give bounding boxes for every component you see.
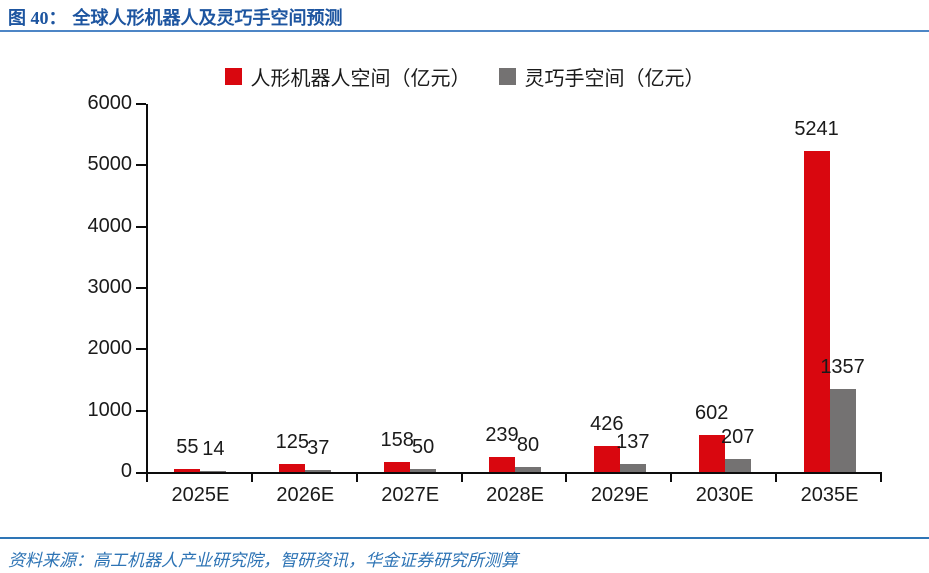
title-divider bbox=[0, 30, 929, 32]
chart-legend: 人形机器人空间（亿元） 灵巧手空间（亿元） bbox=[0, 62, 929, 91]
x-axis-category-label: 2026E bbox=[276, 484, 335, 506]
y-axis-tick-label: 4000 bbox=[87, 214, 133, 237]
y-axis-tick bbox=[136, 472, 146, 474]
bar-data-label: 14 bbox=[202, 438, 225, 460]
y-axis-tick-label: 5000 bbox=[87, 153, 133, 176]
bar-data-label: 426 bbox=[590, 412, 624, 435]
bar-data-label: 602 bbox=[695, 402, 729, 425]
bar-dexterous-hand bbox=[829, 388, 856, 472]
y-axis-tick bbox=[136, 103, 146, 105]
x-axis-category-label: 2027E bbox=[381, 484, 440, 506]
bar-data-label: 239 bbox=[485, 424, 519, 447]
bar-dexterous-hand bbox=[410, 468, 437, 472]
bar-dexterous-hand bbox=[515, 467, 541, 472]
x-axis-category-label: 2030E bbox=[695, 484, 754, 506]
bar-data-label: 158 bbox=[380, 429, 414, 452]
y-axis-tick-label: 1000 bbox=[87, 398, 133, 421]
figure-title: 全球人形机器人及灵巧手空间预测 bbox=[72, 8, 343, 28]
bar-humanoid-robot bbox=[489, 457, 515, 472]
bar-data-label: 5241 bbox=[794, 117, 839, 140]
x-axis-tick bbox=[775, 474, 778, 482]
y-axis-tick bbox=[136, 348, 146, 351]
bar-dexterous-hand bbox=[724, 459, 751, 472]
bar-data-label: 1357 bbox=[820, 355, 865, 378]
x-axis-category-label: 2025E bbox=[171, 484, 230, 506]
bar-humanoid-robot bbox=[279, 464, 306, 472]
x-axis-tick bbox=[355, 474, 358, 482]
figure-number-label: 图 40： bbox=[8, 8, 67, 28]
x-axis-tick bbox=[565, 474, 568, 482]
bar-data-label: 207 bbox=[721, 426, 755, 449]
x-axis-category-label: 2028E bbox=[486, 484, 544, 506]
figure-header: 图 40： 全球人形机器人及灵巧手空间预测 bbox=[8, 4, 343, 30]
legend-swatch-icon bbox=[498, 68, 516, 85]
legend-item-series-2: 灵巧手空间（亿元） bbox=[498, 62, 705, 91]
bar-data-label: 80 bbox=[516, 434, 540, 457]
legend-label: 人形机器人空间（亿元） bbox=[250, 68, 471, 90]
legend-label: 灵巧手空间（亿元） bbox=[524, 68, 705, 90]
bar-data-label: 37 bbox=[307, 436, 330, 459]
bar-data-label: 55 bbox=[176, 435, 199, 458]
y-axis-tick-label: 3000 bbox=[87, 276, 133, 298]
x-axis-tick bbox=[460, 474, 463, 482]
bar-humanoid-robot bbox=[698, 435, 725, 472]
bar-humanoid-robot bbox=[593, 445, 620, 472]
x-axis-tick bbox=[880, 474, 882, 482]
y-axis-tick-label: 2000 bbox=[87, 337, 133, 360]
bar-data-label: 125 bbox=[275, 431, 309, 454]
y-axis-tick bbox=[136, 225, 146, 228]
y-axis-tick bbox=[136, 409, 146, 412]
y-axis-tick-label: 6000 bbox=[87, 92, 133, 114]
x-axis-tick bbox=[250, 474, 253, 482]
y-axis-tick bbox=[136, 287, 146, 289]
y-axis-tick-label: 0 bbox=[120, 460, 132, 482]
legend-item-series-1: 人形机器人空间（亿元） bbox=[224, 62, 471, 91]
bar-dexterous-hand bbox=[619, 463, 646, 472]
x-axis-tick bbox=[670, 474, 673, 482]
bar-dexterous-hand bbox=[200, 471, 227, 472]
footer-divider bbox=[0, 537, 929, 539]
legend-swatch-icon bbox=[224, 68, 242, 85]
bar-data-label: 50 bbox=[412, 435, 435, 458]
x-axis-category-label: 2029E bbox=[590, 484, 649, 506]
bar-humanoid-robot bbox=[174, 468, 201, 472]
plot-area: 0 1000 2000 3000 4000 5000 6000 2025E 2026E 2027E… bbox=[88, 92, 882, 506]
source-note: 资料来源：高工机器人产业研究院，智研资讯，华金证券研究所测算 bbox=[8, 551, 518, 570]
bar-dexterous-hand bbox=[305, 469, 332, 472]
y-axis-tick bbox=[136, 164, 146, 167]
bar-humanoid-robot bbox=[384, 462, 411, 472]
bar-data-label: 137 bbox=[616, 430, 650, 453]
x-axis-category-label: 2035E bbox=[800, 484, 859, 506]
bar-humanoid-robot bbox=[803, 150, 830, 472]
x-axis-tick bbox=[146, 474, 148, 482]
